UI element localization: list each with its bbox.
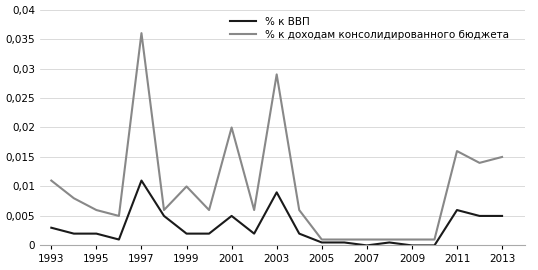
% к доходам консолидированного бюджета <box>476 161 483 164</box>
% к доходам консолидированного бюджета <box>183 185 190 188</box>
Legend: % к ВВП, % к доходам консолидированного бюджета: % к ВВП, % к доходам консолидированного … <box>228 15 511 42</box>
% к доходам консолидированного бюджета <box>229 126 235 129</box>
% к ВВП <box>116 238 122 241</box>
% к ВВП <box>476 214 483 218</box>
% к ВВП <box>93 232 100 235</box>
% к ВВП <box>48 226 54 229</box>
% к доходам консолидированного бюджета <box>409 238 415 241</box>
% к доходам консолидированного бюджета <box>431 238 438 241</box>
% к ВВП <box>499 214 505 218</box>
% к ВВП <box>386 241 393 244</box>
% к ВВП <box>183 232 190 235</box>
% к ВВП <box>251 232 257 235</box>
% к ВВП <box>138 179 145 182</box>
% к ВВП <box>409 244 415 247</box>
% к доходам консолидированного бюджета <box>93 208 100 212</box>
% к ВВП <box>431 244 438 247</box>
% к доходам консолидированного бюджета <box>161 208 167 212</box>
% к ВВП <box>70 232 77 235</box>
% к ВВП <box>318 241 325 244</box>
% к ВВП <box>296 232 302 235</box>
Line: % к ВВП: % к ВВП <box>51 181 502 245</box>
% к ВВП <box>454 208 460 212</box>
% к доходам консолидированного бюджета <box>206 208 213 212</box>
% к ВВП <box>341 241 348 244</box>
% к доходам консолидированного бюджета <box>138 32 145 35</box>
Line: % к доходам консолидированного бюджета: % к доходам консолидированного бюджета <box>51 33 502 239</box>
% к ВВП <box>206 232 213 235</box>
% к доходам консолидированного бюджета <box>364 238 370 241</box>
% к доходам консолидированного бюджета <box>70 197 77 200</box>
% к ВВП <box>364 244 370 247</box>
% к доходам консолидированного бюджета <box>116 214 122 218</box>
% к ВВП <box>161 214 167 218</box>
% к доходам консолидированного бюджета <box>296 208 302 212</box>
% к доходам консолидированного бюджета <box>499 155 505 158</box>
% к доходам консолидированного бюджета <box>251 208 257 212</box>
% к доходам консолидированного бюджета <box>48 179 54 182</box>
% к ВВП <box>273 191 280 194</box>
% к доходам консолидированного бюджета <box>318 238 325 241</box>
% к доходам консолидированного бюджета <box>454 150 460 153</box>
% к доходам консолидированного бюджета <box>386 238 393 241</box>
% к доходам консолидированного бюджета <box>273 73 280 76</box>
% к ВВП <box>229 214 235 218</box>
% к доходам консолидированного бюджета <box>341 238 348 241</box>
